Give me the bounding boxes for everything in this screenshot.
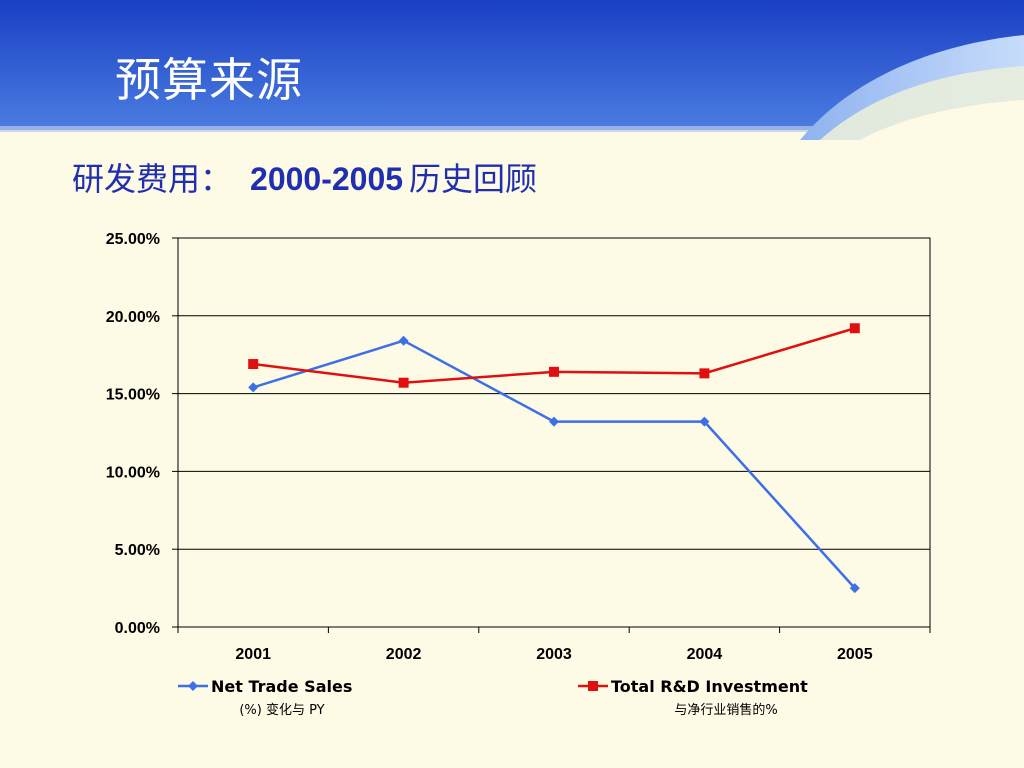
y-tick-label: 15.00% [106,387,160,404]
legend-entry: Total R&D Investment 与净行业销售的% [578,677,808,718]
y-tick-label: 20.00% [106,309,160,326]
header-background-graphic [0,0,1024,140]
y-axis-tick-labels: 0.00% 5.00% 10.00% 15.00% 20.00% 25.00% [106,231,160,637]
data-point-square [699,368,710,379]
data-point-square [549,366,559,377]
legend-note: 与净行业销售的% [674,702,777,718]
legend-label: Net Trade Sales [211,677,352,696]
chart-legend: Net Trade Sales (%) 变化与 PY Total R&D Inves… [178,677,808,718]
slide-title: 预算来源 [115,53,303,107]
y-tick-label: 5.00% [115,542,160,559]
y-tick-label: 25.00% [106,231,160,248]
x-axis-tick-labels: 2001 2002 2003 2004 2005 [235,646,872,663]
legend-label: Total R&D Investment [611,677,808,696]
plot-area-border [177,237,931,628]
data-point-diamond [398,335,409,346]
legend-note: (%) 变化与 PY [239,702,324,718]
slide-header-banner: 预算来源 [0,0,1024,140]
x-tick-label: 2003 [536,646,572,663]
series-total-r-d-investment [248,323,860,388]
y-tick-label: 10.00% [106,464,160,481]
x-tick-label: 2004 [687,646,723,663]
data-point-square [248,359,259,370]
data-point-diamond [699,416,710,427]
subtitle-prefix: 研发费用： [72,160,233,198]
series-line [252,339,856,589]
data-point-diamond [248,382,259,393]
data-point-square [849,323,860,334]
data-point-diamond [849,583,860,594]
series-net-trade-sales [248,335,860,594]
legend-entry: Net Trade Sales (%) 变化与 PY [178,677,352,718]
y-tick-label: 0.00% [115,620,160,637]
data-point-square [398,377,409,388]
subtitle-suffix: 历史回顾 [409,160,538,198]
chart-axes [172,237,931,633]
x-tick-label: 2005 [837,646,873,663]
x-tick-label: 2001 [235,646,271,663]
slide-subtitle: 研发费用： 2000-2005 历史回顾 [72,155,537,203]
chart-series [248,323,860,594]
chart-gridlines [178,315,930,550]
subtitle-year-range: 2000-2005 [250,161,404,197]
data-point-diamond [549,416,559,427]
legend-marker-square [588,681,598,691]
x-tick-label: 2002 [386,646,422,663]
legend-marker-diamond [188,681,198,691]
